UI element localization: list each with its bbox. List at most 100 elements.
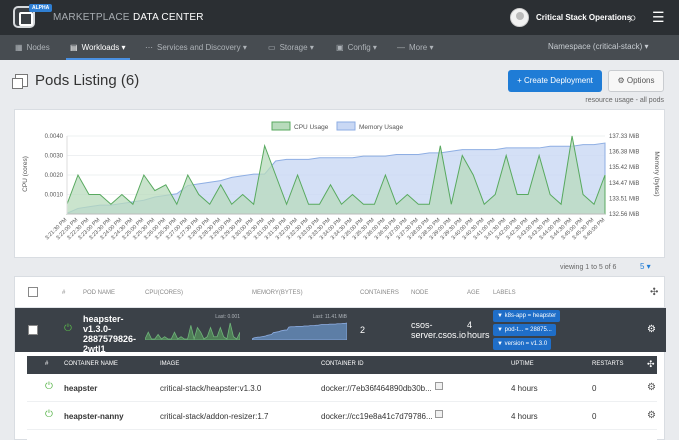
nav-workloads-label: Workloads xyxy=(81,43,120,52)
container-header-id: CONTAINER ID xyxy=(321,361,364,367)
y-tick-label: 0.0030 xyxy=(45,154,64,160)
nav-services-discovery[interactable]: ⋯ Services and Discovery ▾ xyxy=(145,43,247,52)
container-gear-icon[interactable]: ⚙ xyxy=(647,382,656,393)
header-cpu[interactable]: CPU(CORES) xyxy=(145,290,184,296)
memory-sparkline-cell: Last: 11.41 MiB xyxy=(251,314,348,342)
power-icon: ⏻ xyxy=(64,323,72,334)
pod-name-link[interactable]: heapster-v1.3.0-2887579826-2wtl1 xyxy=(83,314,137,354)
container-id: docker://cc19e8a41c7d79786... xyxy=(321,412,433,421)
nav-config[interactable]: ▣ Config ▾ xyxy=(336,43,377,52)
containers-subtable: # CONTAINER NAME IMAGE CONTAINER ID UPTI… xyxy=(27,356,657,440)
power-icon: ⏻ xyxy=(45,409,53,420)
cpuSpark-area xyxy=(144,322,241,341)
label-version-text: version = v1.3.0 xyxy=(504,341,548,347)
header-index: # xyxy=(62,290,66,296)
header-pod-name[interactable]: POD NAME xyxy=(83,290,116,296)
containers-count: 2 xyxy=(360,325,366,335)
row-checkbox[interactable] xyxy=(28,325,38,335)
namespace-label: Namespace (critical-stack) xyxy=(548,42,643,51)
y2-tick-label: 135.42 MiB xyxy=(609,165,639,171)
pod-age: 4 hours xyxy=(467,320,490,340)
options-button[interactable]: ⚙ Options xyxy=(608,70,664,92)
alpha-badge: ALPHA xyxy=(29,4,53,12)
search-icon[interactable]: ⌕ xyxy=(629,9,637,25)
pods-table-header: # POD NAME CPU(CORES) MEMORY(BYTES) CONT… xyxy=(15,277,666,308)
secondary-navigation-bar: ▦ Nodes ▤ Workloads ▾ ⋯ Services and Discov… xyxy=(0,35,679,60)
header-containers[interactable]: CONTAINERS xyxy=(360,290,399,296)
header-memory[interactable]: MEMORY(BYTES) xyxy=(252,290,303,296)
legend-cpu-swatch xyxy=(271,121,291,131)
container-restarts: 0 xyxy=(592,384,597,393)
container-settings-icon[interactable]: ✣ xyxy=(647,359,655,369)
header-node[interactable]: NODE xyxy=(411,290,429,296)
container-restarts: 0 xyxy=(592,412,597,421)
namespace-selector[interactable]: Namespace (critical-stack) ▾ xyxy=(548,42,649,51)
copy-icon[interactable] xyxy=(435,382,443,390)
resource-usage-chart: 0.0040 0.0030 0.0020 0.0010 137.33 MiB 136.38… xyxy=(22,121,660,241)
cpu-sparkline-cell: Last: 0.001 xyxy=(144,314,241,342)
label-pod-template[interactable]: ▼ pod-t... = 28875... xyxy=(493,324,556,336)
pod-row-selected[interactable]: ⏻ heapster-v1.3.0-2887579826-2wtl1 Last:… xyxy=(15,308,666,354)
column-settings-icon[interactable]: ✣ xyxy=(650,287,659,298)
y-tick-label: 0.0040 xyxy=(45,134,64,140)
container-header-index: # xyxy=(45,361,49,367)
section-divider xyxy=(0,269,679,276)
resource-usage-note: resource usage - all pods xyxy=(585,97,664,104)
user-avatar[interactable] xyxy=(510,8,529,27)
container-header-image: IMAGE xyxy=(160,361,180,367)
node-name: csos-server.csos.io xyxy=(411,320,467,340)
container-header-name: CONTAINER NAME xyxy=(64,361,118,367)
header-age[interactable]: AGE xyxy=(467,290,480,296)
data-center-link[interactable]: DATA CENTER xyxy=(133,12,204,23)
container-header-uptime: UPTIME xyxy=(511,361,534,367)
filter-icon: ▼ xyxy=(497,341,503,347)
nav-storage-label: Storage xyxy=(279,43,308,52)
memory-last-value: Last: 11.41 MiB xyxy=(312,314,347,320)
create-deployment-label: Create Deployment xyxy=(523,76,593,85)
legend-cpu-label: CPU Usage xyxy=(294,124,329,131)
y2-tick-label: 133.51 MiB xyxy=(609,196,639,202)
options-label: Options xyxy=(626,76,655,85)
create-deployment-button[interactable]: + Create Deployment xyxy=(508,70,602,92)
legend-memory-label: Memory Usage xyxy=(359,124,403,131)
top-navigation-bar: ALPHA MARKETPLACE DATA CENTER Critical S… xyxy=(0,0,679,35)
label-pod-template-text: pod-t... = 28875... xyxy=(504,327,552,333)
menu-icon[interactable]: ☰ xyxy=(652,9,665,25)
nav-storage[interactable]: ▭ Storage ▾ xyxy=(268,43,314,52)
select-all-checkbox[interactable] xyxy=(28,287,38,297)
legend-memory-swatch xyxy=(336,121,356,131)
label-version[interactable]: ▼ version = v1.3.0 xyxy=(493,338,552,350)
row-gear-icon[interactable]: ⚙ xyxy=(647,324,656,335)
container-row: ⏻ heapster critical-stack/heapster:v1.3.… xyxy=(27,374,657,402)
container-id: docker://7eb36f464890db30b... xyxy=(321,384,432,393)
power-icon: ⏻ xyxy=(45,381,53,392)
filter-icon: ▼ xyxy=(497,313,503,319)
label-k8s-app[interactable]: ▼ k8s-app = heapster xyxy=(493,310,561,322)
plus-icon: + xyxy=(517,76,522,85)
filter-icon: ▼ xyxy=(497,327,503,333)
memSpark-area xyxy=(251,322,348,341)
more-icon: — xyxy=(397,43,405,52)
memory-sparkline xyxy=(251,322,348,341)
container-gear-icon[interactable]: ⚙ xyxy=(647,410,656,421)
container-header-restarts: RESTARTS xyxy=(592,361,624,367)
y-axis-label: CPU (cores) xyxy=(22,156,29,192)
gear-icon: ⚙ xyxy=(617,76,625,85)
cpu-last-value: Last: 0.001 xyxy=(215,314,240,320)
cpu-sparkline xyxy=(144,322,241,341)
storage-icon: ▭ xyxy=(268,43,276,52)
resource-usage-chart-panel: 0.0040 0.0030 0.0020 0.0010 137.33 MiB 136.38… xyxy=(14,109,665,258)
marketplace-link[interactable]: MARKETPLACE xyxy=(53,12,130,23)
nav-nodes-label: Nodes xyxy=(26,43,50,52)
page-size-selector[interactable]: 5 ▾ xyxy=(640,262,651,271)
user-name[interactable]: Critical Stack Operations xyxy=(536,13,632,22)
nav-nodes[interactable]: ▦ Nodes xyxy=(15,43,50,52)
y-tick-label: 0.0020 xyxy=(45,173,64,179)
y2-tick-label: 132.56 MiB xyxy=(609,212,639,218)
pods-icon xyxy=(12,74,28,89)
nav-workloads[interactable]: ▤ Workloads ▾ xyxy=(70,43,126,52)
nav-config-label: Config xyxy=(347,43,371,52)
copy-icon[interactable] xyxy=(435,410,443,418)
nav-more[interactable]: — More ▾ xyxy=(397,43,434,52)
container-image: critical-stack/heapster:v1.3.0 xyxy=(160,384,262,393)
